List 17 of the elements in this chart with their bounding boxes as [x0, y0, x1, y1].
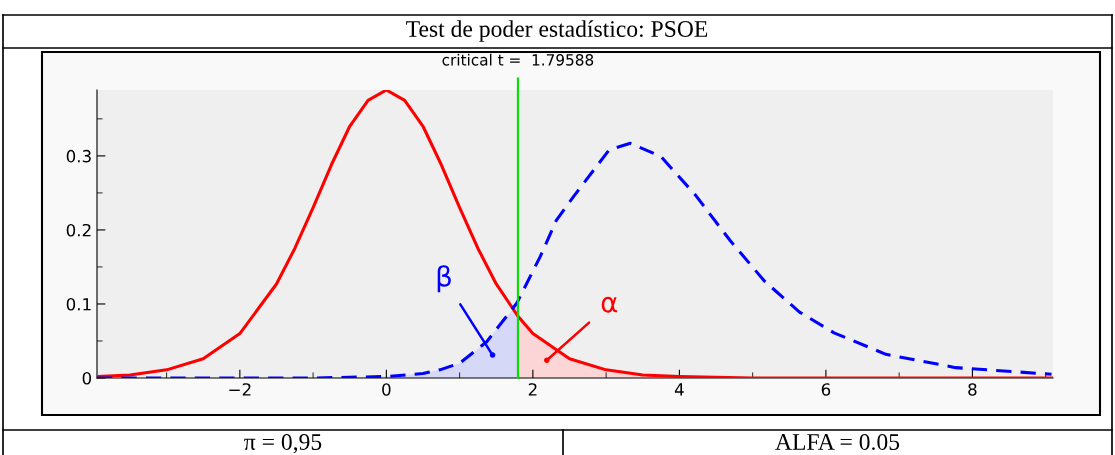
x-tick-label: 0: [382, 383, 391, 396]
annotation: α: [601, 296, 618, 313]
line-series: [97, 90, 1053, 378]
text: ALFA = 0.05: [775, 433, 900, 451]
y-tick-label: 0.2: [66, 223, 91, 237]
x-tick-label: −2: [229, 383, 251, 396]
x-tick-label: 4: [674, 383, 684, 396]
chart-title: Test de poder estadístico: PSOE: [406, 20, 708, 42]
text: π = 0,95: [244, 433, 322, 454]
annotation: β: [437, 265, 451, 293]
y-tick-label: 0.3: [66, 149, 91, 163]
x-tick-label: 8: [968, 383, 977, 396]
x-tick-label: 2: [528, 383, 537, 396]
ref-line-label: critical t = 1.79588: [442, 53, 594, 66]
x-tick-label: 6: [821, 383, 831, 396]
y-tick-label: 0.1: [66, 297, 91, 311]
y-tick-label: 0: [82, 371, 92, 385]
